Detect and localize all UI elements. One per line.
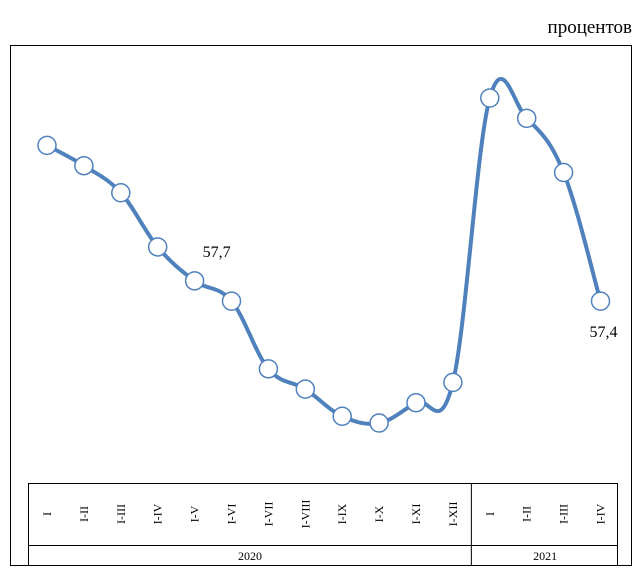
data-point: [369, 413, 389, 433]
x-tick-label: I-III: [114, 504, 128, 524]
data-point: [147, 237, 168, 257]
plot-frame: [10, 45, 632, 566]
x-tick-label: I-IV: [151, 503, 165, 524]
data-point: [111, 183, 131, 203]
data-point: [480, 88, 500, 108]
value-label: 57,4: [590, 324, 618, 341]
x-tick-label: I-XII: [446, 502, 460, 527]
data-point: [184, 271, 205, 291]
data-point: [590, 291, 611, 311]
data-point: [295, 379, 316, 399]
data-point: [258, 359, 279, 379]
x-tick-label: I-IV: [594, 503, 608, 524]
x-tick-label: I-X: [372, 505, 386, 522]
x-tick-label: I-XI: [409, 504, 423, 525]
x-tick-label: I-II: [520, 506, 534, 522]
x-tick-label: I: [483, 512, 497, 516]
group-label: 2020: [238, 549, 262, 563]
unit-label: процентов: [548, 17, 632, 38]
group-label: 2021: [533, 549, 557, 563]
x-tick-label: I-VIII: [298, 500, 312, 529]
x-tick-label: I-VII: [261, 502, 275, 527]
data-point: [37, 135, 57, 156]
data-point: [553, 162, 574, 183]
x-tick-label: I-II: [77, 506, 91, 522]
x-tick-label: I-VI: [225, 504, 239, 525]
data-point: [74, 155, 94, 176]
data-line: [46, 77, 603, 426]
data-point: [516, 108, 537, 129]
data-point: [221, 291, 242, 311]
data-point: [443, 372, 463, 393]
value-label: 57,7: [203, 244, 231, 261]
x-tick-label: I-IX: [335, 503, 349, 524]
x-tick-label: I-III: [557, 504, 571, 524]
data-point: [406, 392, 426, 413]
x-tick-label: I: [40, 512, 54, 516]
x-tick-label: I-V: [188, 505, 202, 522]
data-point: [332, 406, 352, 426]
